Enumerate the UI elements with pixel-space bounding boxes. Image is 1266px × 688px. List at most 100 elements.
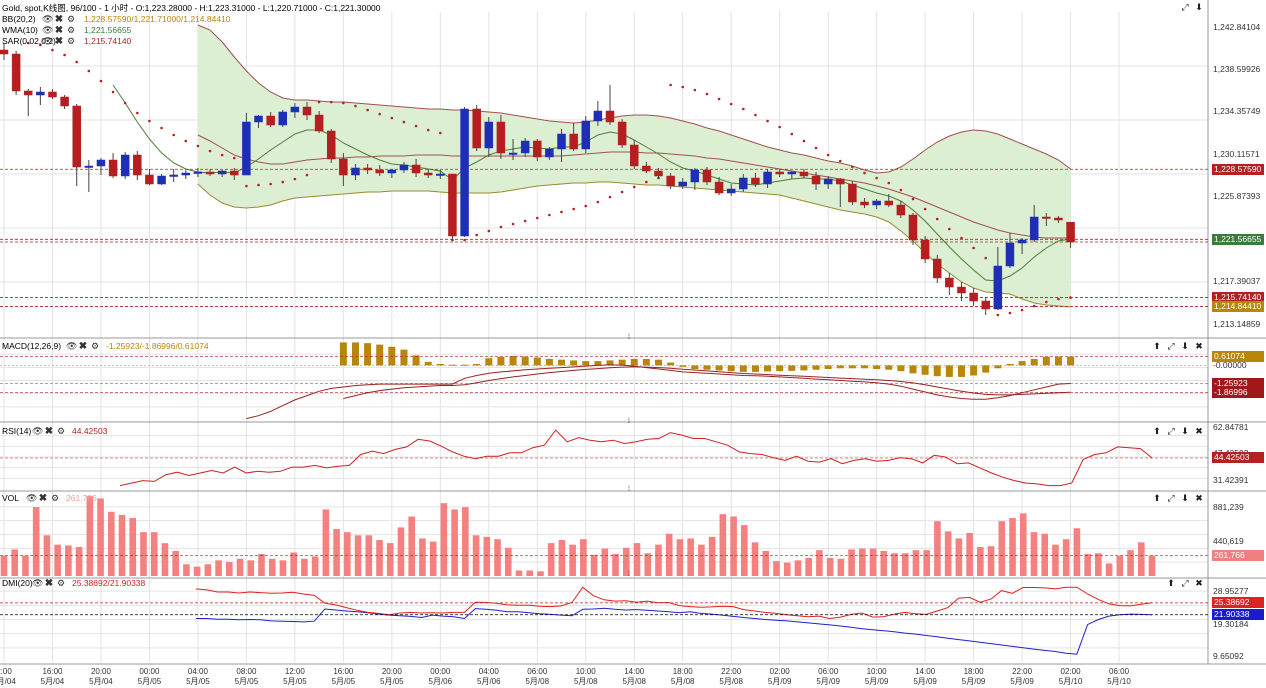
macd-histogram-bar xyxy=(533,357,541,366)
close-pane-icon[interactable]: ✖ xyxy=(1195,578,1203,588)
volume-bar xyxy=(344,532,351,576)
candle-body xyxy=(363,167,372,171)
eye-icon[interactable]: 👁 xyxy=(32,426,44,436)
close-icon[interactable]: ✖ xyxy=(54,14,64,25)
close-icon[interactable]: ✖ xyxy=(44,426,54,437)
price-tag: 1,214.84410 xyxy=(1212,301,1264,313)
eye-icon[interactable]: 👁 xyxy=(32,578,44,588)
candle-body xyxy=(605,110,615,123)
volume-bar xyxy=(977,547,984,576)
sar-dot xyxy=(705,92,709,96)
sar-dot xyxy=(136,111,139,115)
candle-body xyxy=(133,154,142,176)
indicator-value: 1,228.57590/1,221.71000/1,214.84410 xyxy=(84,14,231,24)
volume-bar xyxy=(129,518,137,576)
volume-bar xyxy=(1148,555,1156,576)
maximize-icon[interactable]: ⤢ xyxy=(1181,578,1189,588)
time-label-hour: 08:00 xyxy=(236,667,257,676)
pane-resize-handle[interactable]: ⁞ xyxy=(628,418,630,425)
move-up-icon[interactable]: ⬆ xyxy=(1167,578,1175,588)
gear-icon[interactable]: ⚙ xyxy=(66,36,76,46)
volume-bar xyxy=(859,548,866,576)
volume-bar xyxy=(998,521,1006,576)
move-up-icon[interactable]: ⬆ xyxy=(1153,341,1161,351)
volume-bar xyxy=(601,548,609,576)
volume-bar xyxy=(75,547,83,576)
pane-resize-handle[interactable]: ⁞ xyxy=(628,486,630,493)
pane-resize-handle[interactable]: ⁞ xyxy=(628,571,630,578)
gear-icon[interactable]: ⚙ xyxy=(66,14,76,24)
move-down-icon[interactable]: ⬇ xyxy=(1181,341,1189,351)
sar-dot xyxy=(354,104,357,108)
time-axis-label: 06:00 5月/09 xyxy=(808,667,848,687)
time-label-hour: 00:00 xyxy=(139,667,160,676)
move-down-icon[interactable]: ⬇ xyxy=(1181,493,1189,503)
volume-bar xyxy=(279,560,287,576)
volume-bar xyxy=(515,570,523,576)
move-up-icon[interactable]: ⬆ xyxy=(1153,426,1161,436)
gear-icon[interactable]: ⚙ xyxy=(90,341,100,351)
candle-body xyxy=(448,173,457,237)
candle-body xyxy=(945,277,954,288)
candle-body xyxy=(1042,216,1051,219)
macd-signal-line xyxy=(343,366,1071,399)
candle-body xyxy=(969,292,978,302)
time-label-hour: 10:00 xyxy=(575,667,596,676)
close-icon[interactable]: ✖ xyxy=(54,25,64,36)
close-icon[interactable]: ✖ xyxy=(54,36,64,47)
move-up-icon[interactable]: ⬆ xyxy=(1153,493,1161,503)
close-pane-icon[interactable]: ✖ xyxy=(1195,426,1203,436)
sar-dot xyxy=(293,177,297,181)
pane-resize-handle[interactable]: ⁞ xyxy=(628,334,630,341)
sar-dot xyxy=(1057,297,1060,301)
macd-histogram-bar xyxy=(812,365,820,370)
volume-bar xyxy=(1137,542,1145,576)
maximize-icon[interactable]: ⤢ xyxy=(1167,341,1175,351)
gear-icon[interactable]: ⚙ xyxy=(56,578,66,588)
close-pane-icon[interactable]: ✖ xyxy=(1195,341,1203,351)
close-pane-icon[interactable]: ✖ xyxy=(1195,493,1203,503)
macd-histogram-bar xyxy=(921,365,929,375)
time-axis-label: 20:00 5月/05 xyxy=(372,667,412,687)
price-axis-label: 1,242.84104 xyxy=(1213,21,1261,32)
candle-body xyxy=(108,159,118,177)
close-icon[interactable]: ✖ xyxy=(78,341,88,352)
move-down-icon[interactable]: ⬇ xyxy=(1181,426,1189,436)
candle-body xyxy=(751,177,760,185)
time-label-hour: 06:00 xyxy=(1109,667,1130,676)
maximize-icon[interactable]: ⤢ xyxy=(1181,2,1189,12)
macd-histogram-bar xyxy=(1030,358,1038,366)
eye-icon[interactable]: 👁 xyxy=(42,36,54,46)
candle-body xyxy=(375,169,384,174)
eye-icon[interactable]: 👁 xyxy=(42,25,54,35)
main-pane-buttons: ⤢ ⬇ xyxy=(1178,2,1206,13)
macd-histogram-bar xyxy=(727,365,735,372)
candle-body xyxy=(0,49,9,55)
candle-body xyxy=(484,121,494,149)
close-icon[interactable]: ✖ xyxy=(44,578,54,589)
close-icon[interactable]: ✖ xyxy=(38,493,48,504)
macd-histogram-bar xyxy=(739,365,747,372)
macd-histogram-bar xyxy=(861,365,869,369)
volume-bar xyxy=(0,555,8,576)
price-axis-label: 1,230.11571 xyxy=(1213,148,1260,159)
time-axis-label: 04:00 5月/05 xyxy=(178,667,218,687)
sar-dot xyxy=(802,139,806,143)
gear-icon[interactable]: ⚙ xyxy=(50,493,60,503)
time-label-date: 5月/04 xyxy=(0,677,16,686)
horizontal-grid xyxy=(0,65,1208,649)
gear-icon[interactable]: ⚙ xyxy=(56,426,66,436)
eye-icon[interactable]: 👁 xyxy=(66,341,78,351)
eye-icon[interactable]: 👁 xyxy=(42,14,54,24)
maximize-icon[interactable]: ⤢ xyxy=(1167,493,1175,503)
maximize-icon[interactable]: ⤢ xyxy=(1167,426,1175,436)
time-axis-label: 20:00 5月/04 xyxy=(81,667,121,687)
candle-body xyxy=(278,111,288,126)
sar-dot xyxy=(87,69,91,73)
gear-icon[interactable]: ⚙ xyxy=(66,25,76,35)
volume-bar xyxy=(22,555,29,576)
macd-histogram-bar xyxy=(1018,361,1026,366)
sar-dot xyxy=(426,128,430,132)
move-down-icon[interactable]: ⬇ xyxy=(1195,2,1203,12)
eye-icon[interactable]: 👁 xyxy=(26,493,38,503)
